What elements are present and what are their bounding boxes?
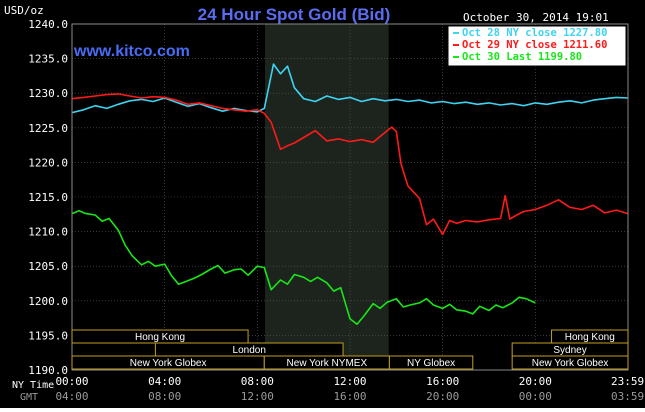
session-label: London [233, 345, 266, 356]
x-tick-label-gmt: 12:00 [241, 390, 274, 403]
legend-box [447, 25, 627, 67]
series-line-1 [71, 63, 629, 114]
series-line-3 [71, 210, 536, 326]
watermark-url: www.kitco.com [73, 43, 190, 60]
x-tick-label-gmt: 08:00 [148, 390, 181, 403]
y-tick-label: 1195.0 [28, 329, 68, 342]
y-axis-label: USD/oz [4, 4, 44, 17]
nymex-session-shade [264, 24, 389, 370]
y-tick-label: 1200.0 [28, 295, 68, 308]
x-tick-label-ny: 00:00 [55, 375, 88, 388]
x-tick-label-gmt: 20:00 [426, 390, 459, 403]
y-tick-labels: 1240.0 1235.0 1230.0 1225.0 1220.0 1215.0 1210… [28, 18, 68, 377]
y-tick-label: 1210.0 [28, 226, 68, 239]
x-tick-label-ny: 16:00 [426, 375, 459, 388]
x-tick-label-ny: 23:59 [611, 375, 644, 388]
x-tick-label-ny: 12:00 [333, 375, 366, 388]
grid-lines [72, 23, 628, 371]
y-tick-label: 1215.0 [28, 191, 68, 204]
session-label: Hong Kong [565, 332, 615, 343]
timestamp: October 30, 2014 19:01 [463, 11, 609, 24]
y-tick-label: 1220.0 [28, 156, 68, 169]
legend-entry: Oct 28 NY close 1227.80 [462, 27, 607, 39]
y-tick-label: 1240.0 [28, 18, 68, 31]
session-bars: Hong Kong London New York Globex New York N… [71, 329, 629, 370]
y-tick-label: 1205.0 [28, 260, 68, 273]
y-tick-label: 1235.0 [28, 53, 68, 66]
session-label: Hong Kong [135, 332, 185, 343]
x-tick-label-gmt: 00:00 [519, 390, 552, 403]
session-label: Sydney [553, 345, 586, 356]
x-tick-label-ny: 04:00 [148, 375, 181, 388]
x-tick-label-ny: 20:00 [519, 375, 552, 388]
chart-title: 24 Hour Spot Gold (Bid) [198, 5, 391, 24]
session-label: New York NYMEX [287, 358, 368, 369]
plot-frame [71, 23, 629, 371]
session-label: New York Globex [130, 358, 207, 369]
x-tick-label-gmt: 03:59 [611, 390, 644, 403]
x-row-label-gmt: GMT [20, 392, 38, 403]
session-label: NY Globex [407, 358, 455, 369]
series-line-2 [71, 93, 629, 236]
x-tick-label-gmt: 16:00 [333, 390, 366, 403]
x-row-label-ny: NY Time [12, 380, 54, 391]
y-tick-label: 1190.0 [28, 364, 68, 377]
session-bar [388, 355, 474, 370]
legend-entry: Oct 29 NY close 1211.60 [462, 39, 607, 51]
y-tick-label: 1230.0 [28, 87, 68, 100]
series-layer [71, 63, 629, 326]
x-tick-labels: 00:00 04:00 04:00 08:00 08:00 12:00 12:00 16:00… [55, 375, 644, 403]
session-bar [511, 342, 629, 357]
x-tick-label-gmt: 04:00 [55, 390, 88, 403]
legend-entry: Oct 30 Last 1199.80 [462, 51, 582, 63]
y-tick-label: 1225.0 [28, 122, 68, 135]
x-tick-label-ny: 08:00 [241, 375, 274, 388]
session-label: New York Globex [532, 358, 609, 369]
